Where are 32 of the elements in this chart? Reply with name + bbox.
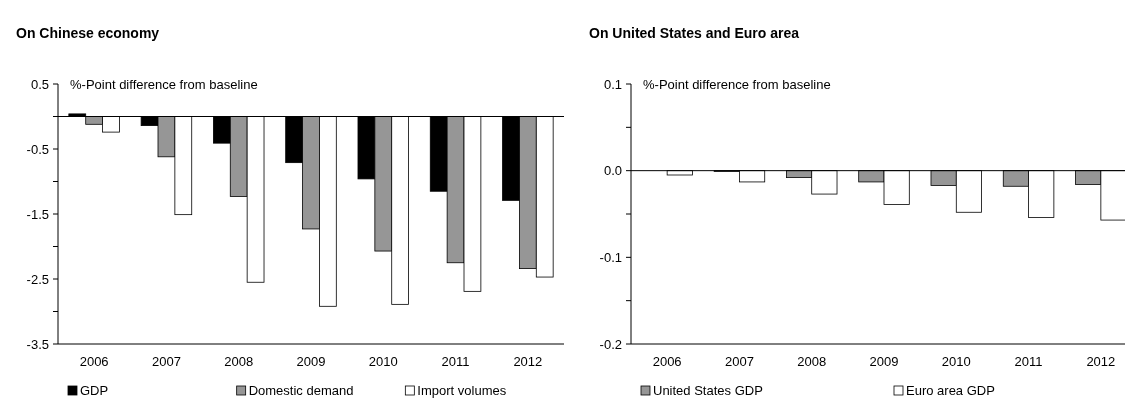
x-tick-label: 2009 — [869, 354, 899, 369]
legend-label: Import volumes — [417, 383, 507, 398]
x-tick-label: 2011 — [1014, 354, 1043, 369]
y-axis-title: %-Point difference from baseline — [70, 77, 258, 92]
y-tick-label: -0.1 — [599, 249, 622, 265]
x-tick-label: 2008 — [797, 354, 827, 369]
legend-label: Euro area GDP — [906, 383, 995, 398]
x-tick-label: 2009 — [296, 354, 326, 369]
y-tick-label: 0.1 — [603, 76, 622, 92]
y-tick-label: 0.0 — [603, 163, 622, 179]
x-tick-label: 2011 — [441, 354, 470, 369]
x-tick-label: 2010 — [368, 354, 398, 369]
y-tick-label: 0.5 — [30, 76, 49, 92]
y-tick-label: -2.5 — [26, 271, 49, 287]
chart-title: On United States and Euro area — [589, 25, 800, 41]
x-tick-label: 2012 — [1086, 354, 1116, 369]
x-tick-label: 2007 — [724, 354, 754, 369]
y-tick-label: -0.2 — [599, 336, 622, 352]
x-tick-label: 2006 — [79, 354, 109, 369]
legend-label: United States GDP — [653, 383, 763, 398]
legend-label: Domestic demand — [248, 383, 354, 398]
x-tick-label: 2006 — [652, 354, 682, 369]
x-tick-label: 2012 — [513, 354, 543, 369]
x-tick-label: 2008 — [224, 354, 254, 369]
y-axis-title: %-Point difference from baseline — [643, 77, 831, 92]
y-tick-label: -0.5 — [26, 141, 49, 157]
x-tick-label: 2010 — [941, 354, 971, 369]
legend-label: GDP — [80, 383, 109, 398]
chart-title: On Chinese economy — [16, 25, 160, 41]
y-tick-label: -3.5 — [26, 336, 49, 352]
x-tick-label: 2007 — [151, 354, 181, 369]
y-tick-label: -1.5 — [26, 206, 49, 222]
